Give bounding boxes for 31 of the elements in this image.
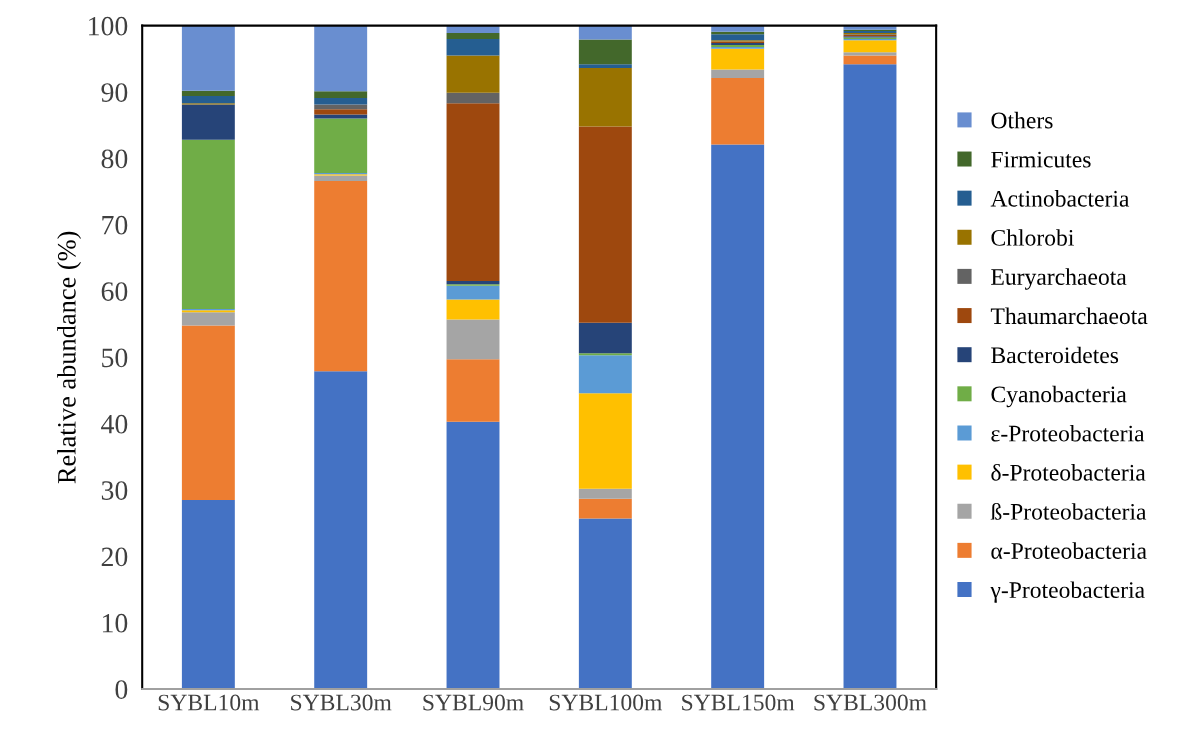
legend-label: ß-Proteobacteria bbox=[990, 502, 1147, 520]
x-tick-label: SYBL100m bbox=[549, 694, 663, 711]
x-tick-label: SYBL30m bbox=[291, 694, 392, 711]
x-tick-label: SYBL150m bbox=[682, 694, 795, 711]
legend-label: δ-Proteobacteria bbox=[991, 463, 1146, 481]
x-tick-label: SYBL10m bbox=[158, 694, 260, 711]
y-tick-label: 40 bbox=[101, 414, 128, 434]
y-tick-label: 30 bbox=[101, 481, 128, 500]
y-tick-label: 100 bbox=[89, 16, 128, 36]
legend-label: α-Proteobacteria bbox=[991, 542, 1147, 559]
y-tick-label: 90 bbox=[101, 83, 128, 102]
legend-label: Euryarchaeota bbox=[991, 268, 1127, 290]
y-tick-label: 80 bbox=[101, 149, 128, 169]
x-tick-label: SYBL90m bbox=[423, 694, 524, 711]
legend-label: Others bbox=[991, 111, 1053, 129]
y-tick-label: 70 bbox=[102, 215, 128, 235]
legend-label: Thaumarchaeota bbox=[990, 307, 1148, 325]
legend-label: γ-Proteobacteria bbox=[990, 581, 1145, 603]
legend-label: Chlorobi bbox=[991, 229, 1074, 246]
legend-label: Bacteroidetes bbox=[991, 346, 1119, 364]
y-tick-label: 60 bbox=[101, 282, 128, 301]
legend-label: Firmicutes bbox=[991, 151, 1091, 168]
legend-label: Cyanobacteria bbox=[991, 385, 1127, 408]
y-tick-label: 50 bbox=[102, 348, 128, 368]
legend-label: Actinobacteria bbox=[990, 190, 1130, 207]
y-axis-title: Relative abundance (%) bbox=[57, 231, 82, 484]
y-tick-label: 10 bbox=[102, 613, 128, 633]
y-tick-label: 20 bbox=[101, 547, 128, 567]
y-tick-label: 0 bbox=[115, 680, 128, 699]
x-tick-label: SYBL300m bbox=[814, 694, 927, 711]
legend-label: ε-Proteobacteria bbox=[991, 424, 1145, 442]
